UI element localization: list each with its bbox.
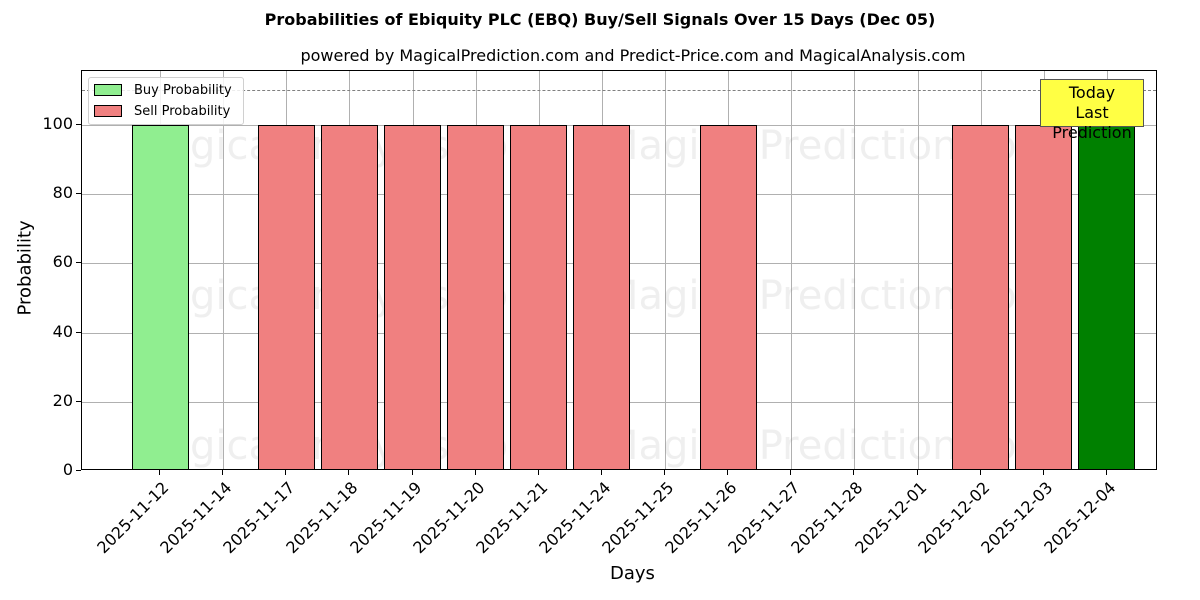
x-tick-mark bbox=[285, 470, 287, 475]
legend: Buy Probability Sell Probability bbox=[88, 77, 244, 125]
buy-swatch-icon bbox=[94, 84, 122, 96]
y-tick-label: 0 bbox=[62, 460, 73, 479]
sell-bar bbox=[952, 125, 1010, 469]
grid-line-v bbox=[854, 71, 856, 469]
x-axis-label: Days bbox=[610, 563, 655, 584]
grid-line-v bbox=[917, 71, 919, 469]
sell-bar bbox=[320, 125, 378, 469]
x-tick-mark bbox=[790, 470, 792, 475]
y-tick-label: 80 bbox=[52, 183, 73, 203]
y-tick-label: 60 bbox=[52, 252, 73, 272]
legend-sell-label: Sell Probability bbox=[134, 103, 231, 119]
chart-title: Probabilities of Ebiquity PLC (EBQ) Buy/… bbox=[264, 10, 936, 29]
y-tick-label: 20 bbox=[52, 390, 73, 410]
today-annotation: Today Last Prediction bbox=[1040, 79, 1144, 142]
sell-bar bbox=[573, 125, 631, 469]
y-tick-label: 100 bbox=[42, 114, 73, 133]
buy-bar bbox=[131, 125, 189, 469]
grid-line-v bbox=[791, 71, 793, 469]
x-tick-mark bbox=[916, 470, 918, 475]
x-tick-mark bbox=[853, 470, 855, 475]
y-tick-mark bbox=[76, 470, 81, 471]
x-tick-mark bbox=[474, 470, 476, 475]
y-tick-mark bbox=[76, 400, 81, 402]
reference-line bbox=[82, 90, 1156, 92]
sell-swatch-icon bbox=[94, 105, 122, 117]
y-tick-mark bbox=[76, 262, 81, 264]
x-tick-mark bbox=[411, 470, 413, 475]
x-tick-mark bbox=[1105, 470, 1107, 475]
x-tick-mark bbox=[1042, 470, 1044, 475]
grid-line-v bbox=[223, 71, 225, 469]
sell-bar bbox=[447, 125, 505, 469]
sell-bar bbox=[699, 125, 757, 469]
sell-bar bbox=[1015, 125, 1073, 469]
sell-bar bbox=[384, 125, 442, 469]
x-tick-mark bbox=[348, 470, 350, 475]
x-tick-mark bbox=[600, 470, 602, 475]
sell-bar bbox=[510, 125, 568, 469]
legend-buy-label: Buy Probability bbox=[134, 82, 232, 98]
x-tick-mark bbox=[664, 470, 666, 475]
y-tick-mark bbox=[76, 331, 81, 333]
last-prediction-label: Last Prediction bbox=[1052, 103, 1132, 142]
y-tick-label: 40 bbox=[52, 321, 73, 341]
grid-line-v bbox=[665, 71, 667, 469]
today-label: Today bbox=[1068, 83, 1116, 102]
y-tick-mark bbox=[76, 124, 81, 125]
x-tick-mark bbox=[727, 470, 729, 475]
legend-item-sell: Sell Probability bbox=[94, 103, 230, 119]
buy-bar bbox=[1078, 125, 1136, 469]
x-tick-mark bbox=[537, 470, 539, 475]
x-tick-mark bbox=[222, 470, 224, 475]
legend-item-buy: Buy Probability bbox=[94, 82, 232, 98]
chart-subtitle: powered by MagicalPrediction.com and Pre… bbox=[300, 46, 966, 65]
x-tick-mark bbox=[159, 470, 160, 475]
y-tick-mark bbox=[76, 193, 81, 195]
x-tick-mark bbox=[979, 470, 981, 475]
sell-bar bbox=[257, 125, 315, 469]
